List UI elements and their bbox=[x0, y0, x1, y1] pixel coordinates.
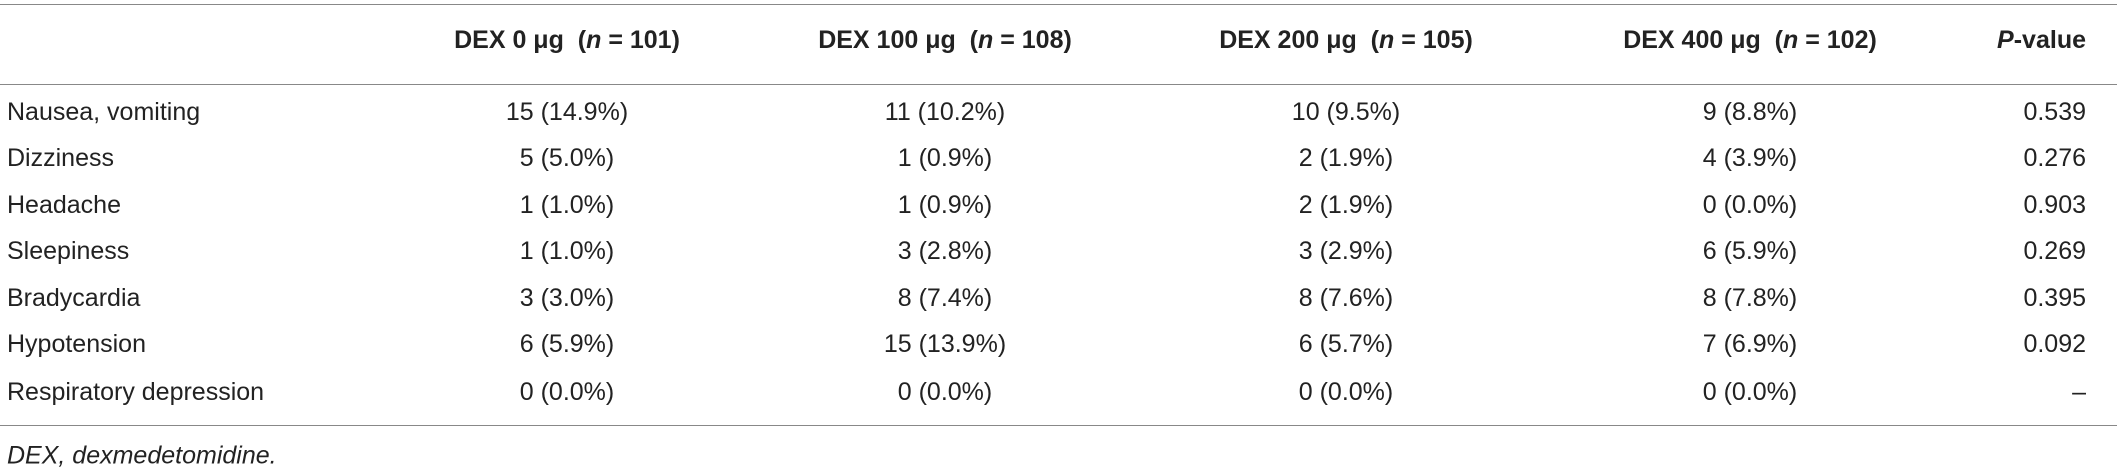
data-cell: 3 (2.8%) bbox=[897, 237, 993, 265]
header-text: = 101) bbox=[601, 26, 680, 54]
data-cell: 6 (5.9%) bbox=[1702, 237, 1798, 265]
data-cell: 0 (0.0%) bbox=[519, 378, 615, 406]
header-text: n bbox=[1782, 26, 1799, 54]
header-text: n bbox=[977, 26, 994, 54]
data-cell: 0 (0.0%) bbox=[1702, 191, 1798, 219]
header-text: = 105) bbox=[1394, 26, 1473, 54]
data-cell: 2 (1.9%) bbox=[1298, 191, 1394, 219]
data-cell: 5 (5.0%) bbox=[519, 144, 615, 172]
header-text: DEX 200 μg ( bbox=[1219, 26, 1379, 54]
data-cell: 0.539 bbox=[2023, 98, 2086, 126]
data-cell: 8 (7.8%) bbox=[1702, 284, 1798, 312]
data-cell: 1 (1.0%) bbox=[519, 191, 615, 219]
header-text: = 108) bbox=[993, 26, 1072, 54]
row-label: Hypotension bbox=[7, 330, 146, 358]
header-rule bbox=[0, 84, 2117, 85]
data-cell: 3 (2.9%) bbox=[1298, 237, 1394, 265]
data-cell: 0 (0.0%) bbox=[897, 378, 993, 406]
header-text: = 102) bbox=[1798, 26, 1877, 54]
data-cell: 1 (1.0%) bbox=[519, 237, 615, 265]
data-cell: 8 (7.4%) bbox=[897, 284, 993, 312]
data-cell: 0.395 bbox=[2023, 284, 2086, 312]
header-cell: DEX 400 μg (n = 102) bbox=[1623, 25, 1877, 55]
data-cell: 0.092 bbox=[2023, 330, 2086, 358]
data-cell: 7 (6.9%) bbox=[1702, 330, 1798, 358]
data-cell: 3 (3.0%) bbox=[519, 284, 615, 312]
header-text: n bbox=[586, 26, 602, 54]
data-cell: 2 (1.9%) bbox=[1298, 144, 1394, 172]
data-cell: 9 (8.8%) bbox=[1702, 98, 1798, 126]
data-cell: 0.903 bbox=[2023, 191, 2086, 219]
data-cell: 0 (0.0%) bbox=[1298, 378, 1394, 406]
data-cell: 15 (14.9%) bbox=[505, 98, 629, 126]
header-cell: DEX 200 μg (n = 105) bbox=[1219, 25, 1473, 55]
data-cell: 10 (9.5%) bbox=[1291, 98, 1401, 126]
row-label: Sleepiness bbox=[7, 237, 130, 265]
data-cell: – bbox=[2072, 378, 2086, 406]
header-text: DEX 0 μg ( bbox=[454, 26, 587, 54]
header-cell: DEX 0 μg (n = 101) bbox=[454, 25, 680, 55]
data-cell: 6 (5.9%) bbox=[519, 330, 615, 358]
data-cell: 8 (7.6%) bbox=[1298, 284, 1394, 312]
header-cell: DEX 100 μg (n = 108) bbox=[818, 25, 1072, 55]
header-text: DEX 400 μg ( bbox=[1623, 26, 1783, 54]
row-label: Headache bbox=[7, 191, 121, 219]
footnote: DEX, dexmedetomidine. bbox=[7, 441, 277, 470]
row-label: Dizziness bbox=[7, 144, 114, 172]
data-cell: 0.269 bbox=[2023, 237, 2086, 265]
data-cell: 0 (0.0%) bbox=[1702, 378, 1798, 406]
header-text: P bbox=[1997, 26, 2014, 54]
header-cell: P-value bbox=[1997, 25, 2086, 55]
data-cell: 4 (3.9%) bbox=[1702, 144, 1798, 172]
header-text: -value bbox=[2013, 26, 2086, 54]
header-text: DEX 100 μg ( bbox=[818, 26, 978, 54]
data-cell: 1 (0.9%) bbox=[897, 144, 993, 172]
data-cell: 6 (5.7%) bbox=[1298, 330, 1394, 358]
data-cell: 15 (13.9%) bbox=[883, 330, 1007, 358]
bottom-rule bbox=[0, 425, 2117, 426]
row-label: Respiratory depression bbox=[7, 378, 265, 406]
data-cell: 0.276 bbox=[2023, 144, 2086, 172]
header-text: n bbox=[1378, 26, 1395, 54]
data-cell: 11 (10.2%) bbox=[884, 98, 1006, 126]
data-cell: 1 (0.9%) bbox=[897, 191, 993, 219]
top-rule bbox=[0, 4, 2117, 5]
row-label: Nausea, vomiting bbox=[7, 98, 201, 126]
row-label: Bradycardia bbox=[7, 284, 141, 312]
